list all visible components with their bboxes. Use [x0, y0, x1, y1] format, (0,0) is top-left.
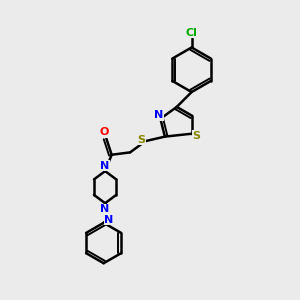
Text: S: S	[193, 131, 201, 141]
Text: N: N	[100, 161, 110, 171]
Text: O: O	[99, 128, 109, 137]
Text: N: N	[154, 110, 164, 120]
Text: S: S	[137, 135, 146, 145]
Text: N: N	[104, 215, 114, 225]
Text: Cl: Cl	[186, 28, 197, 38]
Text: N: N	[100, 204, 110, 214]
